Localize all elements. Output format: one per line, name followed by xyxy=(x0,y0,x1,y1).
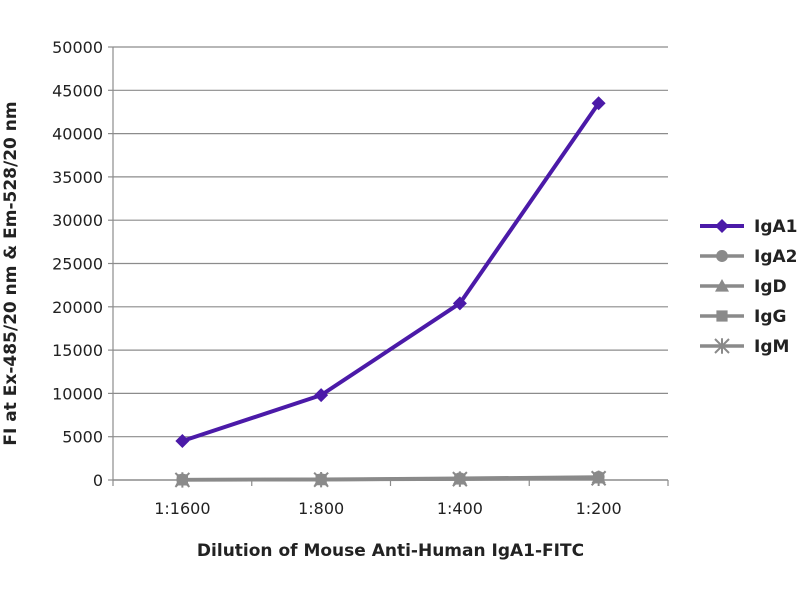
data-point xyxy=(591,96,606,111)
legend-marker xyxy=(716,310,728,322)
legend-marker xyxy=(715,279,729,292)
legend-label: IgM xyxy=(754,337,789,357)
y-tick-label: 5000 xyxy=(62,428,103,447)
data-point xyxy=(174,472,191,488)
x-tick-label: 1:400 xyxy=(437,499,483,518)
series xyxy=(174,96,607,488)
y-tick-label: 25000 xyxy=(52,255,103,274)
gridlines xyxy=(113,46,668,438)
legend-marker xyxy=(715,219,729,233)
data-point xyxy=(313,471,329,488)
legend-entry: IgA1 xyxy=(700,217,797,237)
legend-label: IgD xyxy=(754,277,787,297)
legend-label: IgG xyxy=(754,307,786,327)
y-tick-label: 40000 xyxy=(52,125,103,144)
axes xyxy=(108,46,669,486)
x-tick-label: 1:200 xyxy=(576,499,622,518)
data-point xyxy=(452,471,468,487)
x-tick-labels: 1:1600 1:800 1:400 1:200 xyxy=(154,499,621,518)
series-line xyxy=(181,102,601,443)
data-point xyxy=(590,470,607,486)
y-tick-label: 45000 xyxy=(52,81,103,100)
legend-marker xyxy=(716,250,728,262)
series-line xyxy=(182,476,599,482)
y-tick-label: 30000 xyxy=(52,211,103,230)
legend-label: IgA1 xyxy=(754,217,797,237)
legend-marker xyxy=(714,338,730,354)
series-IgA1 xyxy=(175,96,606,449)
legend: IgA1 IgA2 IgD IgG IgM xyxy=(700,217,797,357)
data-point xyxy=(175,434,190,449)
x-tick-label: 1:1600 xyxy=(154,499,210,518)
data-point xyxy=(314,388,329,403)
series-IgM xyxy=(174,470,607,488)
x-axis-title: Dilution of Mouse Anti-Human IgA1-FITC xyxy=(197,541,584,561)
legend-label: IgA2 xyxy=(754,247,797,267)
y-tick-label: 20000 xyxy=(52,298,103,317)
y-tick-label: 15000 xyxy=(52,341,103,360)
y-tick-label: 35000 xyxy=(52,168,103,187)
y-tick-label: 50000 xyxy=(52,38,103,57)
y-axis-title: FI at Ex-485/20 nm & Em-528/20 nm xyxy=(1,101,21,445)
x-tick-label: 1:800 xyxy=(298,499,344,518)
y-tick-label: 0 xyxy=(93,471,103,490)
y-tick-label: 10000 xyxy=(52,384,103,403)
legend-entry: IgD xyxy=(700,277,787,297)
data-point xyxy=(452,296,467,311)
legend-entry: IgG xyxy=(700,307,786,327)
legend-entry: IgA2 xyxy=(700,247,797,267)
legend-entry: IgM xyxy=(700,337,789,357)
y-tick-labels: 0 5000 10000 15000 20000 25000 30000 35000 40000… xyxy=(52,38,103,490)
